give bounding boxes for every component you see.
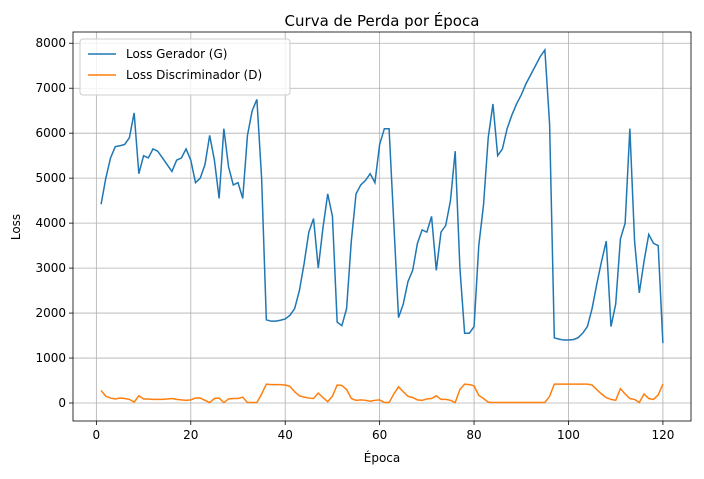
x-tick-label: 40 [278,428,293,442]
x-tick-label: 60 [372,428,387,442]
x-tick-label: 100 [557,428,580,442]
y-tick-label: 4000 [35,216,66,230]
x-tick-label: 80 [466,428,481,442]
y-tick-label: 3000 [35,261,66,275]
y-tick-label: 2000 [35,306,66,320]
y-tick-label: 7000 [35,81,66,95]
x-tick-label: 120 [651,428,674,442]
x-tick-label: 20 [183,428,198,442]
plot-frame [72,31,692,422]
data-line [100,383,664,404]
legend-label: Loss Discriminador (D) [126,68,262,82]
legend-box [79,38,291,96]
x-axis-label: Época [364,450,401,465]
y-axis-label: Loss [9,214,23,240]
x-tick-label: 0 [93,428,101,442]
data-line [100,47,664,344]
y-tick-label: 6000 [35,126,66,140]
y-tick-label: 1000 [35,351,66,365]
chart-title: Curva de Perda por Época [285,11,480,30]
y-tick-label: 8000 [35,36,66,50]
y-tick-label: 0 [58,396,66,410]
legend-label: Loss Gerador (G) [126,47,227,61]
y-tick-label: 5000 [35,171,66,185]
